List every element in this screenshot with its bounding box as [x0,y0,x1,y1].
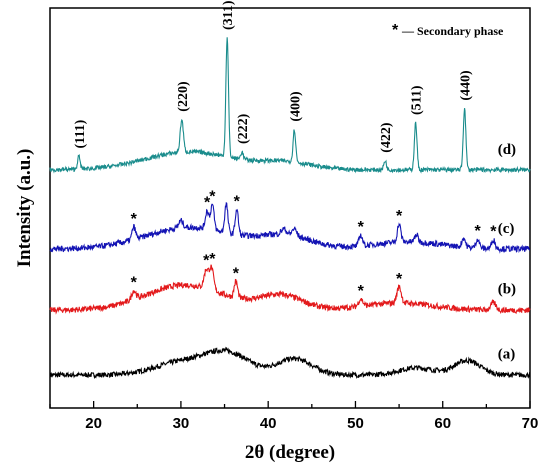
peak-label: (440) [459,70,474,101]
peak-label: (111) [73,119,88,148]
curve-label-3: (d) [498,142,516,158]
curve-label-0: (a) [498,346,516,362]
peak-label: (511) [410,85,425,115]
series-line-0 [49,346,531,380]
x-tick-label: 20 [85,415,102,432]
peak-labels-group: (111) (220) (311) (222) (400) (422) (511) (440) [73,0,474,153]
secondary-phase-star: * [204,195,211,212]
secondary-phase-star: * [203,253,210,270]
legend-text: — Secondary phase [401,24,504,38]
x-tick-label: 70 [522,415,539,432]
x-tick-label: 60 [434,415,451,432]
secondary-phase-star: * [358,283,365,300]
curve-label-1: (b) [498,282,516,298]
x-tick-label: 40 [260,415,277,432]
peak-label: (311) [221,0,236,30]
x-axis-ticks: 20 30 40 50 60 70 [49,401,539,432]
x-tick-label: 50 [347,415,364,432]
secondary-phase-star: * [209,188,216,205]
secondary-phase-star: * [396,271,403,288]
curve-labels-group: (a) (b) (c) (d) [498,142,516,363]
x-tick-label: 30 [173,415,190,432]
curve-label-2: (c) [498,221,515,237]
secondary-phase-markers: ** ****** * **** * [131,188,498,300]
series-line-3 [49,37,531,174]
series-line-1 [49,264,531,315]
peak-label: (400) [288,91,303,122]
x-axis-title: 2θ (degree) [245,442,335,463]
peak-label: (422) [379,122,394,153]
plot-frame [49,7,531,409]
secondary-phase-star: * [234,194,241,211]
secondary-phase-star: * [475,223,482,240]
series-line-2 [49,201,531,254]
secondary-phase-star: * [233,265,240,282]
peak-label: (220) [176,81,191,112]
y-axis-title: Intensity (a.u.) [14,149,35,268]
secondary-phase-star: * [490,224,497,241]
legend: * — Secondary phase [392,22,504,39]
secondary-phase-star: * [131,275,138,292]
secondary-phase-star: * [209,251,216,268]
peak-label: (222) [236,113,251,144]
secondary-phase-star: * [131,211,138,228]
secondary-phase-star: * [358,219,365,236]
curves-group [49,37,531,380]
legend-star-symbol: * [392,22,399,39]
secondary-phase-star: * [396,208,403,225]
